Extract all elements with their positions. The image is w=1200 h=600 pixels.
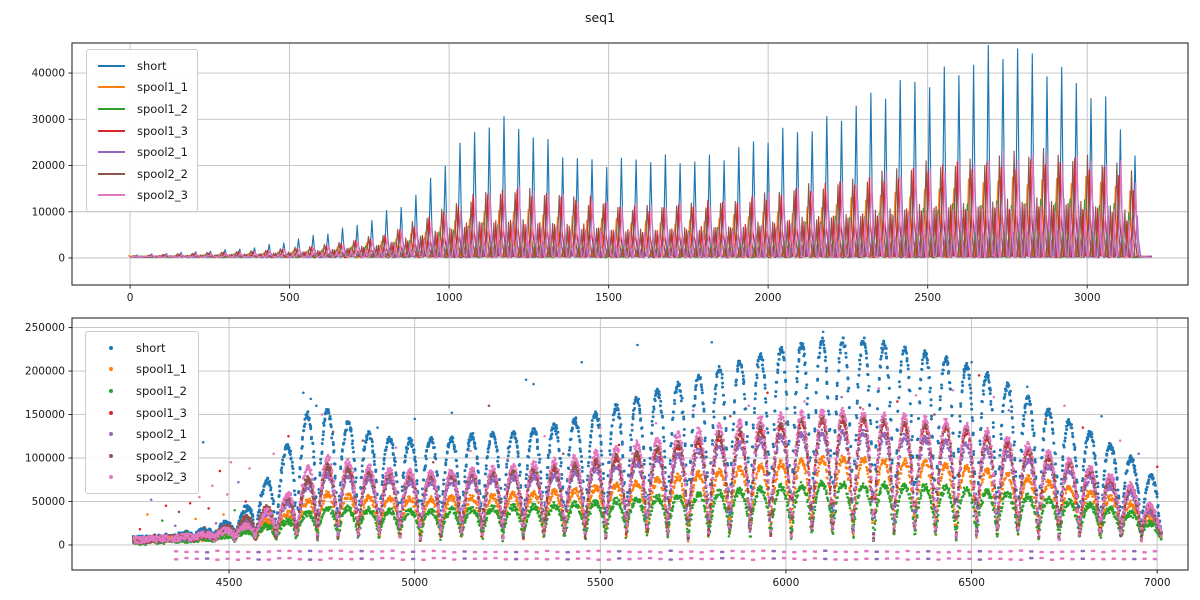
legend-dot-swatch-spool2-3	[108, 475, 113, 480]
top-chart-series	[127, 44, 1152, 259]
top-chart-frame: 0 500 1000 1500 2000 2500 30000100002000030000…	[32, 42, 1189, 304]
legend-item-spool2-2: spool2_2	[94, 445, 188, 467]
legend-line-swatch-spool1-2	[98, 107, 125, 110]
bottom-chart-grid	[72, 318, 1188, 570]
legend-item-spool1-1: spool1_1	[95, 77, 188, 99]
legend-line-swatch-short	[98, 64, 125, 67]
x-tick-label: 7000	[1144, 577, 1171, 589]
legend-label: spool1_2	[137, 101, 188, 116]
legend-item-spool1-1: spool1_1	[94, 359, 188, 381]
y-tick-label: 30000	[32, 114, 65, 126]
legend-item-short: short	[94, 337, 188, 359]
legend-label: spool2_1	[136, 427, 187, 442]
legend-item-spool1-3: spool1_3	[94, 402, 188, 424]
x-tick-label: 2500	[914, 292, 941, 304]
legend-item-spool2-1: spool2_1	[95, 141, 188, 163]
legend-dot-swatch-spool1-3	[108, 410, 113, 415]
legend-bottom: short spool1_1 spool1_2 spool1_3 spool2_…	[85, 331, 199, 495]
x-tick-label: 5000	[401, 577, 428, 589]
x-tick-label: 2000	[755, 292, 782, 304]
outlier-dots-spool1_2	[160, 508, 236, 534]
outlier-dots-spool1_1	[146, 513, 225, 539]
legend-dot-swatch-spool1-2	[108, 388, 113, 393]
outlier-dots-short	[201, 330, 1103, 444]
x-tick-label: 3000	[1074, 292, 1101, 304]
top-chart	[72, 43, 1188, 285]
legend-item-short: short	[95, 55, 187, 77]
outlier-dots-spool1_3	[138, 374, 1159, 531]
y-tick-label: 20000	[32, 160, 65, 172]
subzero-dots-alt	[204, 549, 1137, 561]
subzero-dots	[173, 549, 1158, 561]
bottom-chart-frame: 4500 5000 5500 6000 6500 7000 0 50000 100000 1500…	[25, 317, 1189, 589]
series-line-spool2_2	[129, 147, 1152, 259]
legend-label: spool1_1	[137, 80, 188, 95]
series-scatter-spool1_2	[131, 479, 1163, 547]
legend-item-spool2-3: spool2_3	[95, 185, 188, 207]
legend-label: spool1_2	[136, 383, 187, 398]
legend-label: spool2_1	[137, 145, 188, 160]
legend-line-swatch-spool2-1	[98, 151, 125, 154]
x-tick-label: 5500	[587, 577, 614, 589]
series-scatter-spool2_3	[132, 406, 1163, 545]
legend-label: spool1_3	[137, 123, 188, 138]
legend-line-swatch-spool1-1	[98, 86, 125, 89]
x-tick-label: 1000	[436, 292, 463, 304]
legend-label: short	[136, 340, 166, 355]
y-tick-label: 10000	[32, 206, 65, 218]
legend-line-swatch-spool2-2	[98, 172, 125, 175]
legend-item-spool1-2: spool1_2	[94, 380, 188, 402]
bottom-chart	[72, 318, 1188, 570]
legend-dot-swatch-spool1-1	[108, 367, 113, 372]
x-tick-label: 1500	[595, 292, 622, 304]
legend-item-spool2-2: spool2_2	[95, 163, 188, 185]
outlier-dots-spool2_2	[153, 404, 1048, 536]
bottom-chart-series	[131, 330, 1163, 561]
legend-label: spool2_2	[137, 166, 188, 181]
legend-top: short spool1_1 spool1_2 spool1_3 spool2_…	[86, 49, 198, 213]
y-tick-label: 40000	[32, 68, 65, 80]
y-tick-label: 50000	[32, 496, 65, 508]
legend-dot-swatch-short	[108, 345, 113, 350]
legend-label: spool2_3	[136, 470, 187, 485]
legend-label: spool2_3	[137, 188, 188, 203]
legend-label: spool1_1	[136, 362, 187, 377]
series-line-spool2_3	[129, 150, 1152, 259]
y-tick-label: 0	[58, 252, 65, 264]
figure-title: seq1	[584, 10, 616, 25]
x-tick-label: 500	[280, 292, 300, 304]
y-tick-label: 0	[58, 539, 65, 551]
x-tick-label: 6500	[958, 577, 985, 589]
legend-item-spool2-3: spool2_3	[94, 467, 188, 489]
legend-label: spool1_3	[136, 405, 187, 420]
legend-label: spool2_2	[136, 448, 187, 463]
x-tick-label: 4500	[216, 577, 243, 589]
y-tick-label: 150000	[25, 409, 65, 421]
legend-item-spool1-2: spool1_2	[95, 98, 188, 120]
legend-item-spool2-1: spool2_1	[94, 423, 188, 445]
y-tick-label: 250000	[25, 322, 65, 334]
y-tick-label: 100000	[25, 453, 65, 465]
x-tick-label: 0	[127, 292, 134, 304]
legend-dot-swatch-spool2-2	[108, 453, 113, 458]
x-tick-label: 6000	[773, 577, 800, 589]
legend-line-swatch-spool2-3	[98, 194, 125, 197]
legend-item-spool1-3: spool1_3	[95, 120, 188, 142]
legend-label: short	[137, 58, 167, 73]
y-tick-label: 200000	[25, 366, 65, 378]
legend-dot-swatch-spool2-1	[108, 432, 113, 437]
legend-line-swatch-spool1-3	[98, 129, 125, 132]
